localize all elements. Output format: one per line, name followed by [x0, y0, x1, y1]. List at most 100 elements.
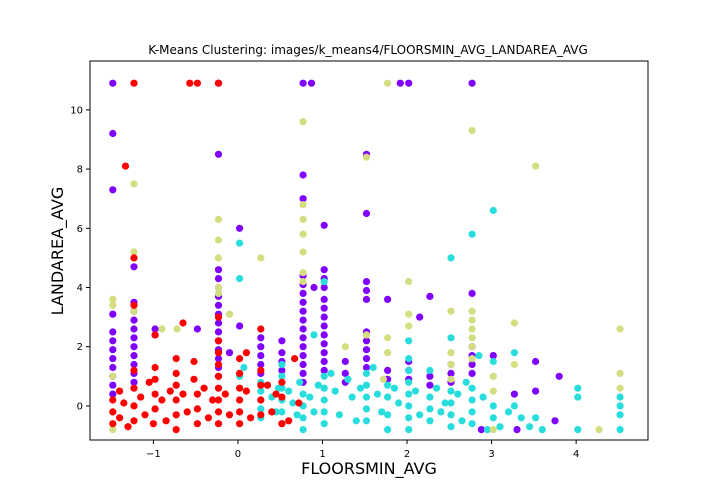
data-point	[483, 426, 491, 434]
data-point	[278, 393, 286, 401]
data-point	[214, 301, 223, 309]
data-point	[447, 360, 455, 369]
data-point	[299, 426, 307, 434]
data-point	[356, 384, 365, 392]
x-axis-label: FLOORSMIN_AVG	[301, 459, 437, 479]
data-point	[405, 310, 413, 318]
data-point	[278, 349, 286, 357]
data-point	[151, 390, 159, 398]
data-point	[236, 275, 244, 283]
data-point	[109, 420, 117, 428]
data-point	[285, 387, 293, 395]
data-point	[320, 304, 328, 312]
data-point	[320, 357, 328, 366]
data-point	[225, 310, 234, 318]
data-point	[109, 372, 117, 380]
data-point	[405, 366, 413, 374]
data-point	[257, 405, 265, 413]
data-point	[384, 393, 392, 401]
data-point	[299, 230, 307, 238]
data-point	[247, 414, 255, 422]
data-point	[214, 266, 223, 274]
data-point	[130, 334, 138, 342]
data-point	[109, 426, 117, 434]
data-point	[405, 79, 413, 87]
y-tick-label: 2	[77, 342, 83, 353]
data-point	[320, 313, 328, 321]
data-point	[379, 375, 387, 383]
data-point	[489, 387, 497, 395]
data-point	[362, 286, 371, 295]
data-point	[532, 162, 540, 170]
data-point	[426, 405, 434, 413]
data-point	[162, 417, 170, 425]
data-point	[489, 402, 497, 410]
data-point	[468, 307, 476, 315]
data-point	[616, 393, 624, 401]
data-point	[310, 408, 318, 416]
y-tick-label: 4	[77, 283, 83, 294]
data-point	[193, 79, 201, 87]
data-point	[362, 337, 371, 345]
data-point	[204, 414, 212, 422]
data-point	[362, 417, 371, 425]
data-point	[320, 349, 328, 357]
data-point	[362, 278, 371, 286]
data-point	[173, 325, 181, 333]
data-point	[200, 384, 208, 392]
data-point	[130, 343, 138, 351]
data-point	[141, 411, 149, 419]
data-point	[214, 319, 223, 327]
data-point	[299, 334, 307, 342]
data-point	[384, 334, 392, 342]
data-point	[272, 390, 280, 398]
data-point	[130, 254, 138, 262]
data-point	[320, 340, 328, 348]
data-point	[124, 423, 132, 431]
data-point	[214, 283, 223, 292]
data-point	[109, 408, 117, 416]
data-point	[183, 408, 191, 416]
data-point	[299, 79, 307, 87]
data-point	[405, 322, 413, 330]
data-point	[214, 328, 223, 336]
data-point	[616, 402, 624, 410]
data-point	[151, 405, 159, 413]
data-point	[137, 393, 145, 401]
data-point	[479, 393, 487, 401]
data-point	[109, 381, 117, 389]
data-point	[257, 396, 265, 404]
data-point	[468, 127, 476, 135]
y-tick-label: 10	[70, 105, 83, 116]
data-point	[468, 396, 476, 404]
data-point	[109, 363, 117, 372]
data-point	[513, 426, 521, 434]
data-point	[130, 316, 138, 324]
data-point	[299, 278, 307, 286]
data-point	[172, 396, 180, 404]
data-point	[116, 387, 124, 395]
x-tick-label: 1	[319, 449, 325, 460]
data-point	[551, 417, 559, 425]
data-point	[130, 402, 138, 410]
data-point	[314, 381, 322, 389]
data-point	[320, 396, 328, 404]
data-point	[130, 248, 138, 256]
data-point	[426, 366, 434, 374]
data-point	[179, 390, 187, 398]
data-point	[130, 79, 138, 87]
data-point	[320, 384, 328, 392]
data-point	[526, 423, 534, 431]
data-point	[172, 426, 180, 434]
data-point	[416, 313, 424, 321]
data-point	[240, 363, 248, 372]
x-tick-label: 0	[235, 449, 241, 460]
data-point	[616, 411, 624, 419]
data-point	[341, 343, 349, 351]
data-point	[130, 384, 138, 392]
data-point	[362, 331, 371, 339]
data-point	[517, 414, 525, 422]
data-point	[130, 366, 138, 374]
data-point	[236, 239, 244, 247]
data-point	[158, 396, 166, 404]
